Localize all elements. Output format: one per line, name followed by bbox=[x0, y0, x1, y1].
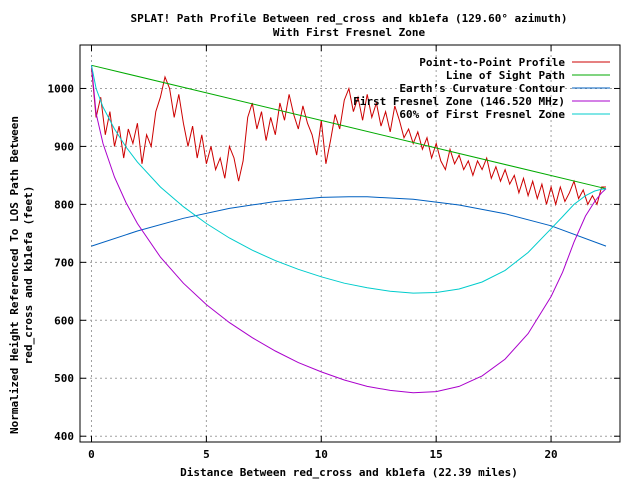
y-axis-label-line-1: Normalized Height Referenced To LOS Path… bbox=[8, 116, 21, 434]
chart-title-line-1: SPLAT! Path Profile Between red_cross an… bbox=[130, 12, 567, 25]
plot-frame bbox=[79, 44, 621, 443]
series-line-2 bbox=[91, 196, 607, 247]
y-axis-label-line-2: red_cross and kb1efa (feet) bbox=[22, 186, 35, 365]
legend-label: 60% of First Fresnel Zone bbox=[399, 108, 565, 121]
series-lines bbox=[91, 64, 607, 394]
chart-title-line-2: With First Fresnel Zone bbox=[273, 26, 426, 39]
series-line-1 bbox=[91, 64, 607, 190]
x-tick-label: 10 bbox=[315, 448, 328, 461]
series-line-3 bbox=[91, 65, 607, 394]
y-tick-label: 800 bbox=[54, 198, 74, 211]
x-tick-label: 0 bbox=[88, 448, 95, 461]
x-tick-label: 20 bbox=[544, 448, 557, 461]
x-tick-label: 5 bbox=[203, 448, 210, 461]
y-tick-label: 400 bbox=[54, 430, 74, 443]
legend-label: First Fresnel Zone (146.520 MHz) bbox=[353, 95, 565, 108]
x-axis-label: Distance Between red_cross and kb1efa (2… bbox=[180, 466, 518, 479]
chart-title: SPLAT! Path Profile Between red_cross an… bbox=[130, 12, 567, 39]
y-tick-label: 700 bbox=[54, 256, 74, 269]
legend-label: Earth’s Curvature Contour bbox=[399, 82, 565, 95]
legend-label: Line of Sight Path bbox=[446, 69, 565, 82]
y-tick-label: 1000 bbox=[48, 82, 75, 95]
series-line-0 bbox=[91, 68, 606, 207]
y-tick-label: 600 bbox=[54, 314, 74, 327]
legend-label: Point-to-Point Profile bbox=[419, 56, 565, 69]
series-line-4 bbox=[91, 65, 607, 294]
y-axis-label: Normalized Height Referenced To LOS Path… bbox=[8, 116, 35, 434]
x-tick-label: 15 bbox=[430, 448, 443, 461]
y-tick-label: 900 bbox=[54, 140, 74, 153]
axis-ticks: 0 5 10 15 20 400 500 600 700 800 900 1000 bbox=[48, 45, 620, 461]
grid bbox=[80, 45, 620, 442]
y-tick-label: 500 bbox=[54, 372, 74, 385]
